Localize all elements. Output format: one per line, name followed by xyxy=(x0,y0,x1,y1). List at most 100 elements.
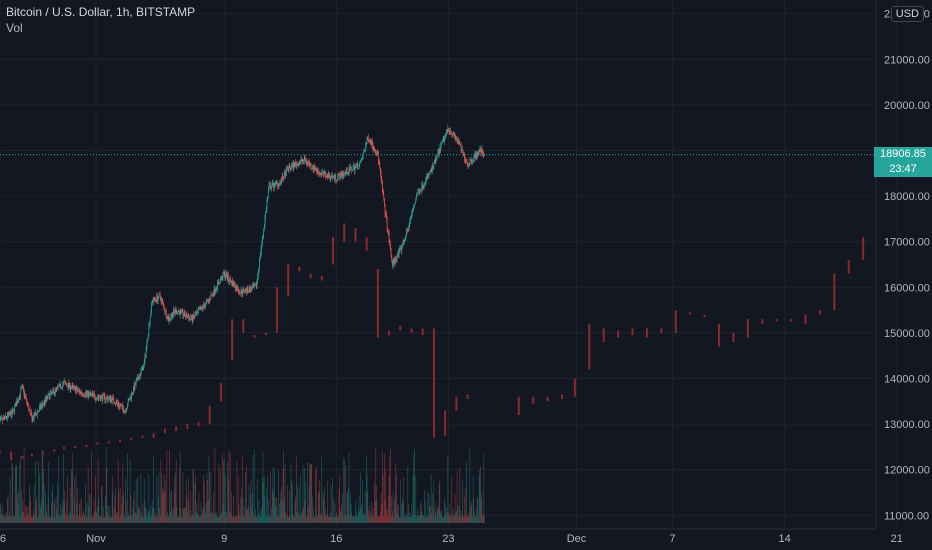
candle-body xyxy=(111,397,113,402)
price-axis[interactable]: 11000.0012000.0013000.0014000.0015000.00… xyxy=(884,9,930,523)
volume-bar xyxy=(102,516,104,523)
candle-body xyxy=(264,217,266,226)
volume-bar xyxy=(8,515,10,523)
candle-body xyxy=(17,400,19,403)
volume-bar xyxy=(246,509,248,523)
candle-body xyxy=(433,162,435,168)
volume-bar xyxy=(364,514,365,523)
candle-body xyxy=(460,144,462,151)
projection-bar xyxy=(602,328,605,343)
candle-body xyxy=(29,410,31,412)
candle-body xyxy=(324,171,325,175)
candle-body xyxy=(37,411,39,413)
candle-body xyxy=(42,403,44,405)
volume-bar xyxy=(233,495,234,523)
candle-body xyxy=(9,412,10,415)
volume-bar xyxy=(287,516,289,523)
volume-bar xyxy=(263,481,264,523)
volume-bar xyxy=(468,516,469,523)
volume-bar xyxy=(416,515,418,523)
volume-bar xyxy=(467,515,469,523)
volume-bar xyxy=(135,479,137,523)
candle-body xyxy=(95,399,97,401)
volume-bar xyxy=(334,503,336,523)
volume-bar xyxy=(231,492,232,523)
candle-body xyxy=(466,162,468,164)
candle-body xyxy=(331,175,333,178)
volume-bar xyxy=(73,514,74,523)
candle-body xyxy=(120,405,122,407)
volume-bar xyxy=(422,514,424,523)
candle-body xyxy=(397,252,399,257)
projection-bar xyxy=(354,228,357,242)
volume-bar xyxy=(53,516,54,523)
volume-bar xyxy=(456,471,458,523)
candle-body xyxy=(402,246,403,248)
candle-body xyxy=(247,291,249,293)
projection-bar xyxy=(74,446,77,449)
candle-body xyxy=(15,403,16,406)
volume-bar xyxy=(313,507,315,523)
candle-body xyxy=(465,160,467,163)
volume-bar xyxy=(243,507,245,523)
symbol-title[interactable]: Bitcoin / U.S. Dollar, 1h, BITSTAMP xyxy=(6,5,196,19)
candle-body xyxy=(14,405,16,412)
projection-bar xyxy=(674,310,677,333)
candle-body xyxy=(215,288,217,291)
candle-body xyxy=(223,272,224,274)
candle-body xyxy=(403,240,405,242)
currency-button[interactable]: USD xyxy=(890,6,924,22)
volume-bar xyxy=(47,494,49,523)
volume-bar xyxy=(103,516,105,523)
candle-body xyxy=(169,317,170,320)
volume-bar xyxy=(294,501,296,523)
volume-bar xyxy=(181,516,183,523)
time-axis[interactable]: 26Nov91623Dec71421 xyxy=(0,533,903,545)
candle-body xyxy=(173,310,175,312)
volume-bar xyxy=(439,478,441,523)
candle-body xyxy=(296,163,298,166)
candle-body xyxy=(49,393,50,399)
candle-body xyxy=(309,163,311,166)
candle-body xyxy=(23,389,25,396)
projection-bar xyxy=(818,310,821,315)
volume-bar xyxy=(468,512,470,523)
volume-bar xyxy=(173,507,174,523)
candle-body xyxy=(382,182,383,191)
volume-bar xyxy=(45,504,47,523)
candle-body xyxy=(186,313,188,318)
candle-body xyxy=(349,167,351,171)
volume-bar xyxy=(306,516,308,523)
candle-body xyxy=(1,418,3,419)
candle-body xyxy=(283,178,284,180)
candle-body xyxy=(219,279,221,284)
volume-bar xyxy=(127,453,128,523)
candle-body xyxy=(203,304,204,307)
candle-body xyxy=(315,168,317,171)
candle-body xyxy=(408,224,410,230)
candle-body xyxy=(418,192,420,195)
volume-indicator-label[interactable]: Vol xyxy=(6,21,23,35)
candle-body xyxy=(394,258,396,264)
candle-body xyxy=(201,306,202,308)
candle-body xyxy=(251,287,253,290)
candle-body xyxy=(209,299,211,301)
volume-bar xyxy=(187,478,189,523)
bar-countdown-label: 23:47 xyxy=(874,161,932,177)
candle-body xyxy=(191,315,193,322)
volume-bar xyxy=(12,464,14,523)
volume-bar xyxy=(165,479,166,523)
candle-body xyxy=(12,410,14,414)
volume-bar xyxy=(255,508,256,523)
candle-body xyxy=(378,161,380,164)
volume-bar xyxy=(29,494,31,523)
volume-bar xyxy=(185,506,186,523)
candle-body xyxy=(201,307,203,309)
volume-bar xyxy=(351,512,353,523)
candle-body xyxy=(119,405,120,407)
candle-body xyxy=(232,281,234,286)
volume-bar xyxy=(478,516,479,523)
candle-body xyxy=(337,176,339,180)
candle-body xyxy=(137,376,138,379)
